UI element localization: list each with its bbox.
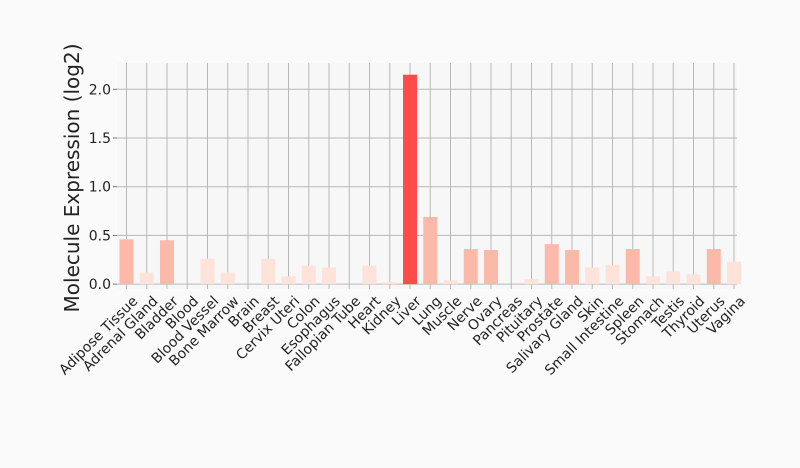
bar-pituitary — [524, 279, 539, 285]
bar-lung — [423, 216, 438, 285]
bar-vagina — [727, 261, 741, 285]
bar-small-intestine — [605, 264, 620, 285]
bar-kidney — [382, 282, 397, 285]
bar-spleen — [625, 249, 640, 285]
y-tick-label: 2.0 — [89, 82, 111, 98]
y-tick-label: 1.5 — [89, 131, 111, 147]
bar-esophagus — [322, 267, 336, 285]
y-tick-labels: 0.0 0.5 1.0 1.5 2.0 — [89, 82, 117, 293]
bar-liver — [403, 74, 417, 285]
bar-cervix-uteri — [281, 276, 296, 285]
bar-breast — [261, 258, 276, 285]
y-axis-label: Molecule Expression (log2) — [60, 44, 84, 313]
bar-salivary-gland — [565, 250, 579, 285]
bar-ovary — [484, 250, 498, 285]
bar-prostate — [544, 244, 559, 285]
bar-adrenal-gland — [139, 272, 154, 285]
bar-bone-marrow — [220, 272, 235, 285]
bar-blood-vessel — [200, 258, 215, 285]
bar-adipose-tissue — [119, 239, 134, 285]
y-tick-label: 1.0 — [89, 180, 111, 196]
bar-uterus — [706, 249, 721, 285]
bar-nerve — [463, 249, 478, 285]
bar-colon — [301, 265, 316, 285]
bar-testis — [666, 271, 681, 285]
bar-stomach — [646, 276, 660, 285]
bar-heart — [362, 265, 377, 285]
bar-thyroid — [686, 274, 701, 285]
bar-bladder — [160, 240, 174, 285]
bar-layer — [119, 74, 741, 285]
bar-skin — [585, 267, 600, 285]
bar-muscle — [443, 280, 458, 285]
y-tick-label: 0.5 — [89, 228, 111, 244]
y-tick-label: 0.0 — [89, 277, 111, 293]
